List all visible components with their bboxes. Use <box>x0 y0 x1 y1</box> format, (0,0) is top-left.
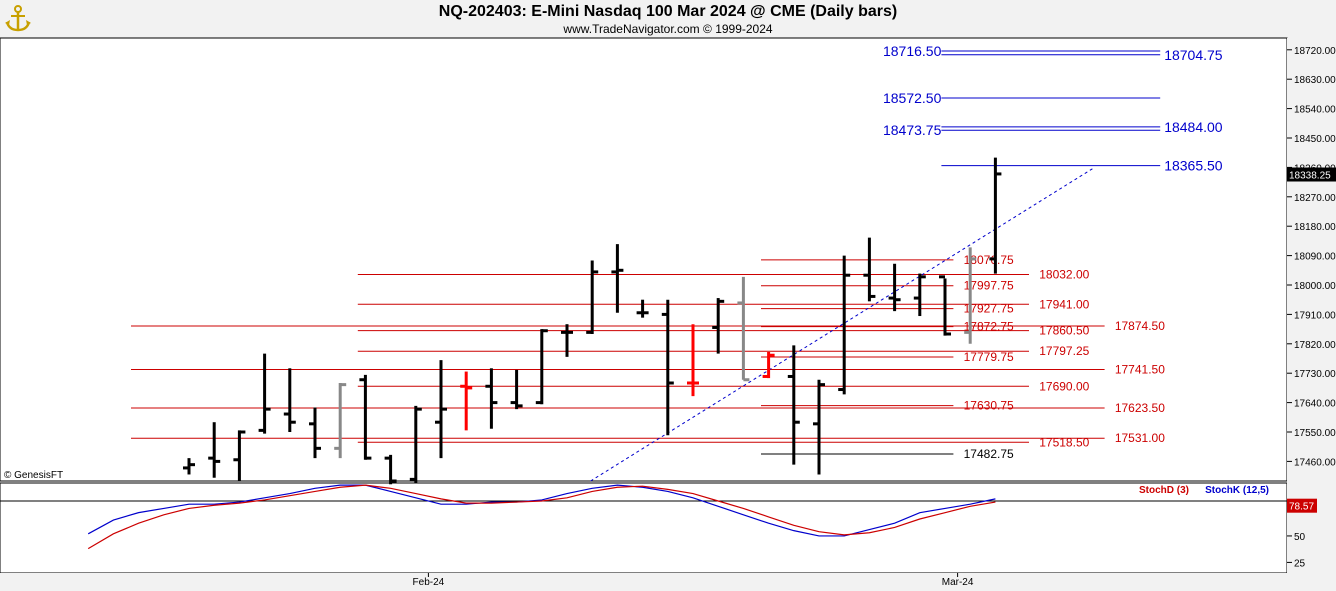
level-label-blue: 18572.50 <box>883 90 942 106</box>
ohlc-bar <box>359 374 372 460</box>
stochd-line <box>87 484 996 550</box>
ohlc-bar <box>535 329 548 405</box>
y-tick-label: 18180.00 <box>1294 222 1336 233</box>
chart-title: NQ-202403: E-Mini Nasdaq 100 Mar 2024 @ … <box>438 3 898 20</box>
level-label-red: 17941.00 <box>1039 297 1089 311</box>
level-label-black: 17482.75 <box>964 447 1014 461</box>
ohlc-bar <box>283 368 296 432</box>
ohlc-bar <box>485 368 498 429</box>
last-price-label: 18338.25 <box>1289 171 1331 182</box>
ohlc-bar <box>787 345 800 465</box>
level-label-red: 17872.75 <box>964 320 1014 334</box>
stochk-legend: StochK (12,5) <box>1205 485 1269 496</box>
ohlc-bar <box>611 244 624 313</box>
y-tick-label: 17820.00 <box>1294 340 1336 351</box>
y-tick-label: 18090.00 <box>1294 252 1336 263</box>
ohlc-bar <box>636 299 649 318</box>
ohlc-bar <box>687 324 699 397</box>
ohlc-bar <box>939 275 951 336</box>
ohlc-bar <box>561 324 573 357</box>
y-tick-label: 18270.00 <box>1294 193 1336 204</box>
trend-line <box>590 166 1095 482</box>
level-label-blue: 18716.50 <box>883 43 942 59</box>
level-label-red: 17860.50 <box>1039 324 1089 338</box>
level-label-red: 17630.75 <box>964 399 1014 413</box>
ohlc-bar <box>989 157 1002 274</box>
level-label-red: 17690.00 <box>1039 379 1089 393</box>
ohlc-bar <box>888 263 901 312</box>
x-tick-label: Feb-24 <box>413 577 445 588</box>
ohlc-bar <box>258 353 271 434</box>
ohlc-bar <box>586 260 599 334</box>
stochd-legend: StochD (3) <box>1139 485 1189 496</box>
level-label-blue: 18704.75 <box>1164 47 1223 63</box>
genesis-watermark: © GenesisFT <box>4 470 63 481</box>
ohlc-bar <box>460 371 473 431</box>
y-tick-label: 17640.00 <box>1294 399 1336 410</box>
y-tick-label: 17550.00 <box>1294 428 1336 439</box>
ohlc-bar <box>863 237 876 302</box>
level-label-blue: 18365.50 <box>1164 158 1223 174</box>
y-tick-label: 17730.00 <box>1294 369 1336 380</box>
level-label-red: 18032.00 <box>1039 268 1089 282</box>
level-label-red: 17531.00 <box>1115 431 1165 445</box>
ohlc-bar <box>762 351 775 379</box>
stochk-line <box>87 484 996 537</box>
anchor-logo-icon <box>5 5 31 32</box>
y-tick-label: 18720.00 <box>1294 46 1336 57</box>
level-label-red: 17797.25 <box>1039 344 1089 358</box>
y-tick-label: 18630.00 <box>1294 75 1336 86</box>
y-tick-label: 18000.00 <box>1294 281 1336 292</box>
ohlc-bar <box>838 255 851 395</box>
ohlc-bar <box>737 276 750 382</box>
ohlc-bar <box>964 247 977 344</box>
y-tick-label: 17910.00 <box>1294 310 1336 321</box>
level-label-red: 17927.75 <box>964 302 1014 316</box>
level-label-red: 17874.50 <box>1115 319 1165 333</box>
level-label-blue: 18484.00 <box>1164 119 1223 135</box>
last-price-box <box>1287 167 1336 182</box>
stoch-y-tick-label: 50 <box>1294 532 1306 543</box>
level-label-red: 17779.75 <box>964 350 1014 364</box>
ohlc-bar <box>208 422 221 478</box>
chart-header: NQ-202403: E-Mini Nasdaq 100 Mar 2024 @ … <box>0 0 1336 38</box>
ohlc-bar <box>409 405 422 483</box>
y-tick-label: 18450.00 <box>1294 134 1336 145</box>
level-label-red: 18076.75 <box>964 253 1014 267</box>
level-label-red: 17518.50 <box>1039 435 1089 449</box>
ohlc-bar <box>183 458 195 475</box>
stoch-y-tick-label: 25 <box>1294 558 1306 569</box>
ohlc-bar <box>435 360 447 459</box>
y-tick-label: 18540.00 <box>1294 105 1336 116</box>
y-tick-label: 17460.00 <box>1294 457 1336 468</box>
stoch-last-label: 78.57 <box>1289 502 1314 513</box>
stoch-last-box <box>1287 498 1317 513</box>
ohlc-bar <box>334 383 347 459</box>
level-label-red: 17997.75 <box>964 279 1014 293</box>
ohlc-bar <box>233 430 246 481</box>
level-label-blue: 18473.75 <box>883 122 942 138</box>
bottom-axis-background <box>0 573 1287 591</box>
ohlc-bar <box>712 298 725 354</box>
price-panel-frame <box>0 37 1288 482</box>
level-label-red: 17623.50 <box>1115 401 1165 415</box>
ohlc-bar <box>384 454 397 485</box>
chart-subtitle: www.TradeNavigator.com © 1999-2024 <box>563 22 773 36</box>
ohlc-bar <box>913 273 926 317</box>
ohlc-bar <box>510 369 523 410</box>
ohlc-bar <box>661 299 674 436</box>
ohlc-bar <box>813 379 825 475</box>
level-label-red: 17741.50 <box>1115 362 1165 376</box>
stoch-panel-frame <box>0 482 1288 574</box>
ohlc-bar <box>309 407 321 459</box>
x-tick-label: Mar-24 <box>942 577 974 588</box>
